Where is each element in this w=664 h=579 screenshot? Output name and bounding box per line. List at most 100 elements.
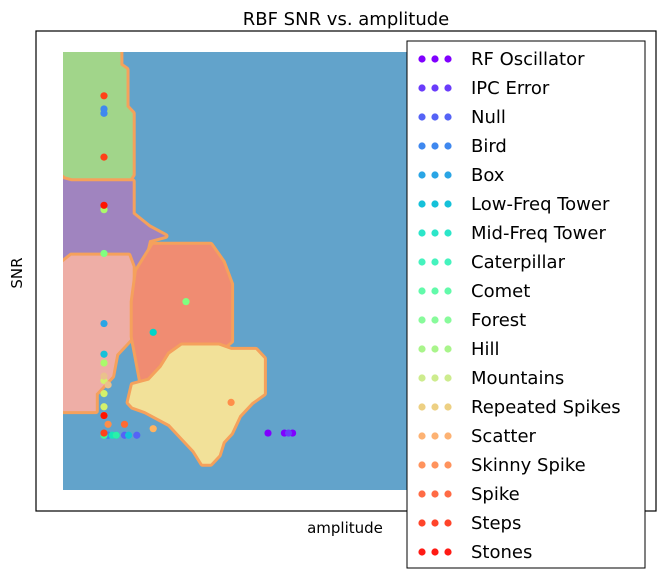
scatter-point xyxy=(100,249,108,258)
legend-marker xyxy=(418,374,426,382)
legend-marker xyxy=(444,171,452,179)
legend-item: Hill xyxy=(418,339,500,360)
legend-marker xyxy=(444,200,452,208)
legend-label: RF Oscillator xyxy=(471,49,585,70)
scatter-point xyxy=(149,425,157,433)
scatter-point xyxy=(100,201,108,209)
legend-marker xyxy=(431,142,439,150)
legend-marker xyxy=(431,374,439,382)
legend: RF Oscillator IPC Error Null Bird Box Low-Fre… xyxy=(406,40,646,569)
legend-marker xyxy=(418,316,426,324)
legend-marker xyxy=(418,461,426,469)
legend-marker xyxy=(444,345,452,353)
legend-marker xyxy=(444,84,452,92)
legend-label: Repeated Spikes xyxy=(471,397,621,418)
region-yellow xyxy=(128,345,264,464)
legend-marker xyxy=(418,200,426,208)
legend-marker xyxy=(418,142,426,150)
scatter-point xyxy=(227,398,235,406)
legend-marker xyxy=(444,461,452,469)
scatter-point xyxy=(104,381,112,389)
legend-marker xyxy=(444,374,452,382)
scatter-point xyxy=(100,153,108,161)
legend-marker xyxy=(431,200,439,208)
scatter-point xyxy=(100,359,108,367)
legend-item: Steps xyxy=(418,513,521,534)
legend-marker xyxy=(418,84,426,92)
legend-item: Null xyxy=(418,107,506,128)
plot-area xyxy=(63,52,473,490)
region-purple xyxy=(63,179,166,271)
legend-item: Forest xyxy=(418,310,526,331)
legend-item: Scatter xyxy=(418,426,537,447)
scatter-point xyxy=(100,390,108,398)
legend-marker xyxy=(431,461,439,469)
legend-item: Skinny Spike xyxy=(418,455,586,476)
legend-item: Stones xyxy=(418,542,532,563)
legend-marker xyxy=(418,345,426,353)
legend-marker xyxy=(444,55,452,63)
scatter-points xyxy=(100,92,297,439)
legend-label: Skinny Spike xyxy=(471,455,586,476)
scatter-point xyxy=(100,429,108,437)
legend-label: Stones xyxy=(471,542,532,563)
legend-item: Comet xyxy=(418,281,530,302)
scatter-point xyxy=(112,431,120,439)
legend-item: Repeated Spikes xyxy=(418,397,621,418)
legend-item: Box xyxy=(418,165,505,186)
region-green xyxy=(63,52,133,182)
legend-label: Spike xyxy=(471,484,520,505)
legend-marker xyxy=(418,113,426,121)
legend-marker xyxy=(444,432,452,440)
scatter-point xyxy=(100,372,108,380)
legend-marker xyxy=(431,171,439,179)
scatter-point xyxy=(182,298,190,306)
legend-marker xyxy=(418,403,426,411)
scatter-point xyxy=(100,319,108,328)
legend-marker xyxy=(444,403,452,411)
x-axis-label: amplitude xyxy=(307,519,383,537)
y-axis-label: SNR xyxy=(8,257,26,288)
legend-marker xyxy=(444,229,452,237)
legend-marker xyxy=(431,548,439,556)
decision-regions xyxy=(63,52,473,490)
scatter-point xyxy=(100,109,108,117)
legend-item: IPC Error xyxy=(418,78,550,99)
legend-marker xyxy=(418,55,426,63)
legend-label: Scatter xyxy=(471,426,537,447)
legend-item: Mountains xyxy=(418,368,564,389)
legend-label: Forest xyxy=(471,310,526,331)
legend-item: RF Oscillator xyxy=(418,49,585,70)
legend-marker xyxy=(431,229,439,237)
legend-label: IPC Error xyxy=(471,78,550,99)
legend-marker xyxy=(418,519,426,527)
legend-marker xyxy=(431,490,439,498)
legend-marker xyxy=(444,316,452,324)
scatter-point xyxy=(100,411,108,420)
legend-marker xyxy=(418,171,426,179)
legend-marker xyxy=(444,490,452,498)
region-orange xyxy=(132,244,232,399)
legend-marker xyxy=(431,55,439,63)
legend-label: Box xyxy=(471,165,505,186)
legend-item: Mid-Freq Tower xyxy=(418,223,606,244)
legend-item: Spike xyxy=(418,484,520,505)
scatter-point xyxy=(100,92,108,100)
scatter-point xyxy=(133,431,141,439)
legend-marker xyxy=(444,548,452,556)
legend-label: Comet xyxy=(471,281,530,302)
scatter-point xyxy=(125,431,133,439)
legend-label: Mid-Freq Tower xyxy=(471,223,606,244)
legend-label: Mountains xyxy=(471,368,564,389)
legend-label: Hill xyxy=(471,339,500,360)
legend-label: Caterpillar xyxy=(471,252,566,273)
chart-title: RBF SNR vs. amplitude xyxy=(243,9,449,30)
legend-label: Steps xyxy=(471,513,521,534)
legend-marker xyxy=(431,84,439,92)
scatter-point xyxy=(264,429,272,437)
legend-marker xyxy=(431,432,439,440)
legend-marker xyxy=(431,287,439,295)
legend-marker xyxy=(444,142,452,150)
legend-marker xyxy=(418,548,426,556)
scatter-point xyxy=(100,350,108,358)
